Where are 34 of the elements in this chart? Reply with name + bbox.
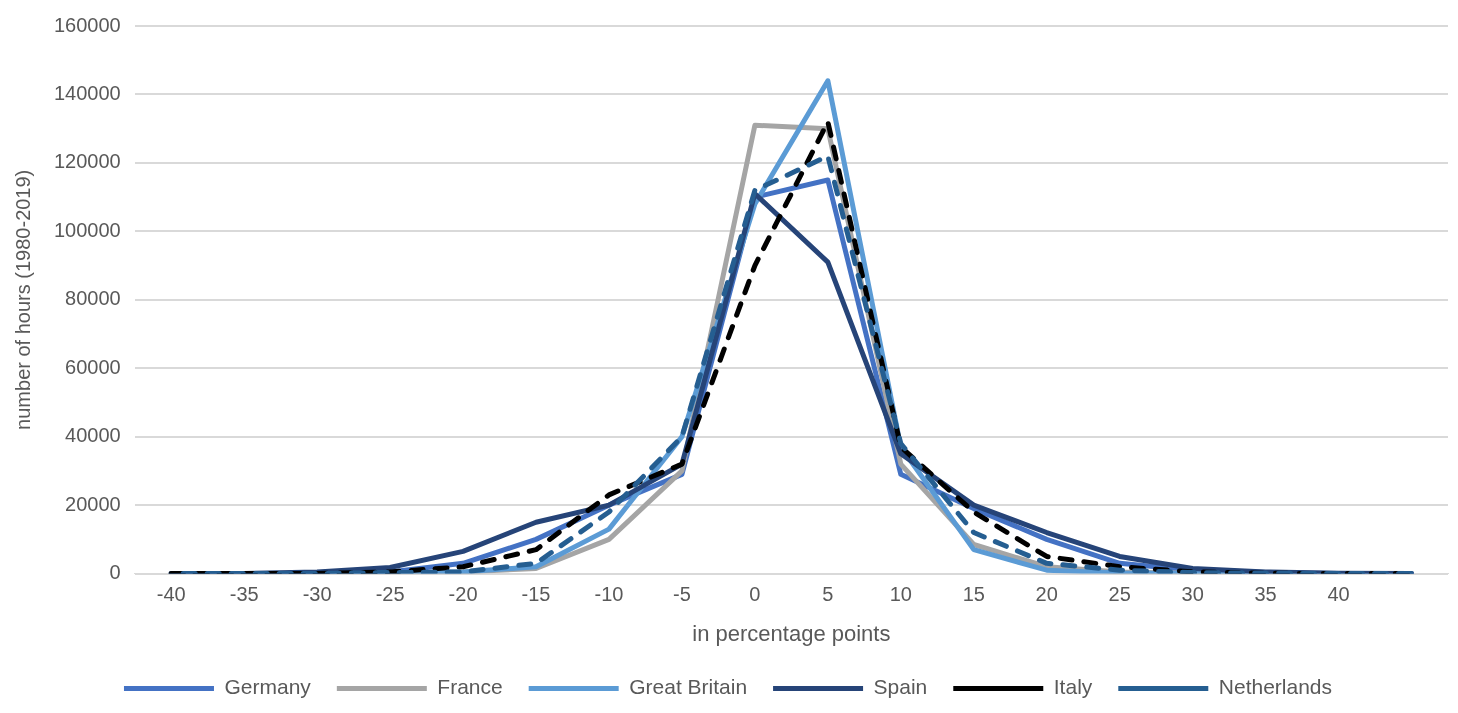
y-tick-label: 120000 (53, 150, 121, 173)
y-axis-title: number of hours (1980-2019) (11, 169, 34, 430)
x-tick-label: -30 (302, 583, 332, 606)
y-tick-label: 140000 (53, 81, 121, 104)
y-tick-label: 0 (109, 561, 121, 584)
x-tick-label: 40 (1327, 583, 1350, 606)
legend-label: Spain (873, 675, 928, 699)
x-tick-label: -5 (673, 583, 691, 606)
y-tick-label: 80000 (65, 287, 121, 310)
legend-label: Netherlands (1218, 675, 1333, 699)
legend-label: Germany (224, 675, 312, 699)
y-tick-label: 60000 (65, 355, 121, 378)
x-tick-label: -20 (448, 583, 478, 606)
x-tick-label: 15 (962, 583, 985, 606)
x-axis-title: in percentage points (692, 620, 891, 646)
x-tick-label: 5 (822, 583, 834, 606)
x-tick-label: 35 (1254, 583, 1277, 606)
y-tick-label: 160000 (53, 13, 121, 36)
x-tick-label: -25 (375, 583, 405, 606)
x-tick-label: 10 (889, 583, 912, 606)
x-tick-label: -35 (229, 583, 259, 606)
legend-label: Great Britain (629, 675, 748, 699)
x-tick-label: -40 (156, 583, 186, 606)
y-tick-label: 20000 (65, 492, 121, 515)
y-tick-label: 100000 (53, 218, 121, 241)
x-tick-label: -15 (521, 583, 551, 606)
legend-label: Italy (1053, 675, 1093, 699)
x-tick-label: 30 (1181, 583, 1204, 606)
x-tick-label: 25 (1108, 583, 1131, 606)
x-tick-label: -10 (594, 583, 624, 606)
x-tick-label: 20 (1035, 583, 1058, 606)
x-tick-label: 0 (749, 583, 761, 606)
legend-label: France (437, 675, 503, 699)
y-tick-label: 40000 (65, 424, 121, 447)
